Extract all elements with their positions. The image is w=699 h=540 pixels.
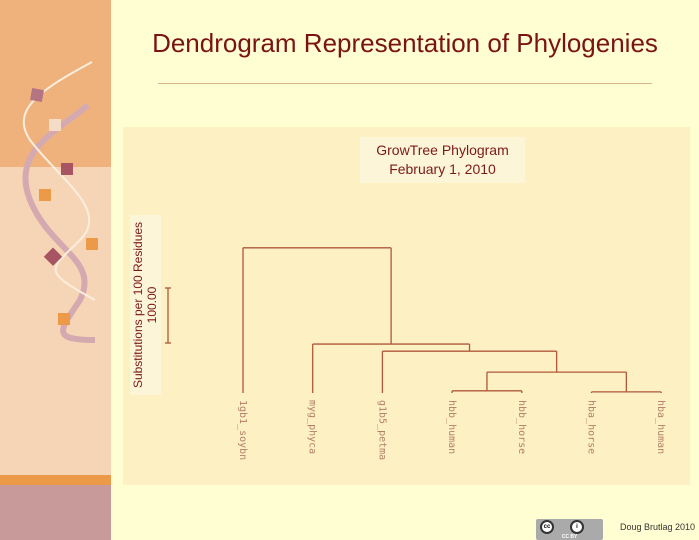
diagram-title-line2: February 1, 2010 — [389, 161, 496, 177]
leaf-label: hba_horse — [585, 400, 597, 455]
leaf-label: hbb_human — [446, 400, 458, 455]
dendrogram-panel — [123, 127, 690, 485]
leaf-label: myg_phyca — [306, 400, 318, 455]
leaf-label: g1b5_petma — [376, 400, 388, 461]
diagram-title-line1: GrowTree Phylogram — [376, 142, 509, 158]
cc-license-badge: cc i CC BY — [536, 519, 603, 540]
leaf-label: hbb_horse — [515, 400, 527, 455]
scale-label-box — [130, 215, 161, 395]
dna-helix-decoration — [22, 61, 98, 343]
decorative-sidebar — [0, 0, 111, 540]
diagram-title: GrowTree Phylogram February 1, 2010 — [360, 137, 525, 183]
attribution-icon: i — [570, 520, 584, 534]
slide-title: Dendrogram Representation of Phylogenies — [152, 28, 658, 58]
leaf-label: 1gb1_soybn — [237, 400, 248, 461]
license-badge-text: CC BY — [561, 534, 578, 540]
leaf-label: hba_human — [655, 400, 667, 455]
title-divider — [158, 83, 652, 84]
author-credit: Doug Brutlag 2010 — [620, 522, 696, 532]
cc-icon: cc — [540, 520, 554, 534]
